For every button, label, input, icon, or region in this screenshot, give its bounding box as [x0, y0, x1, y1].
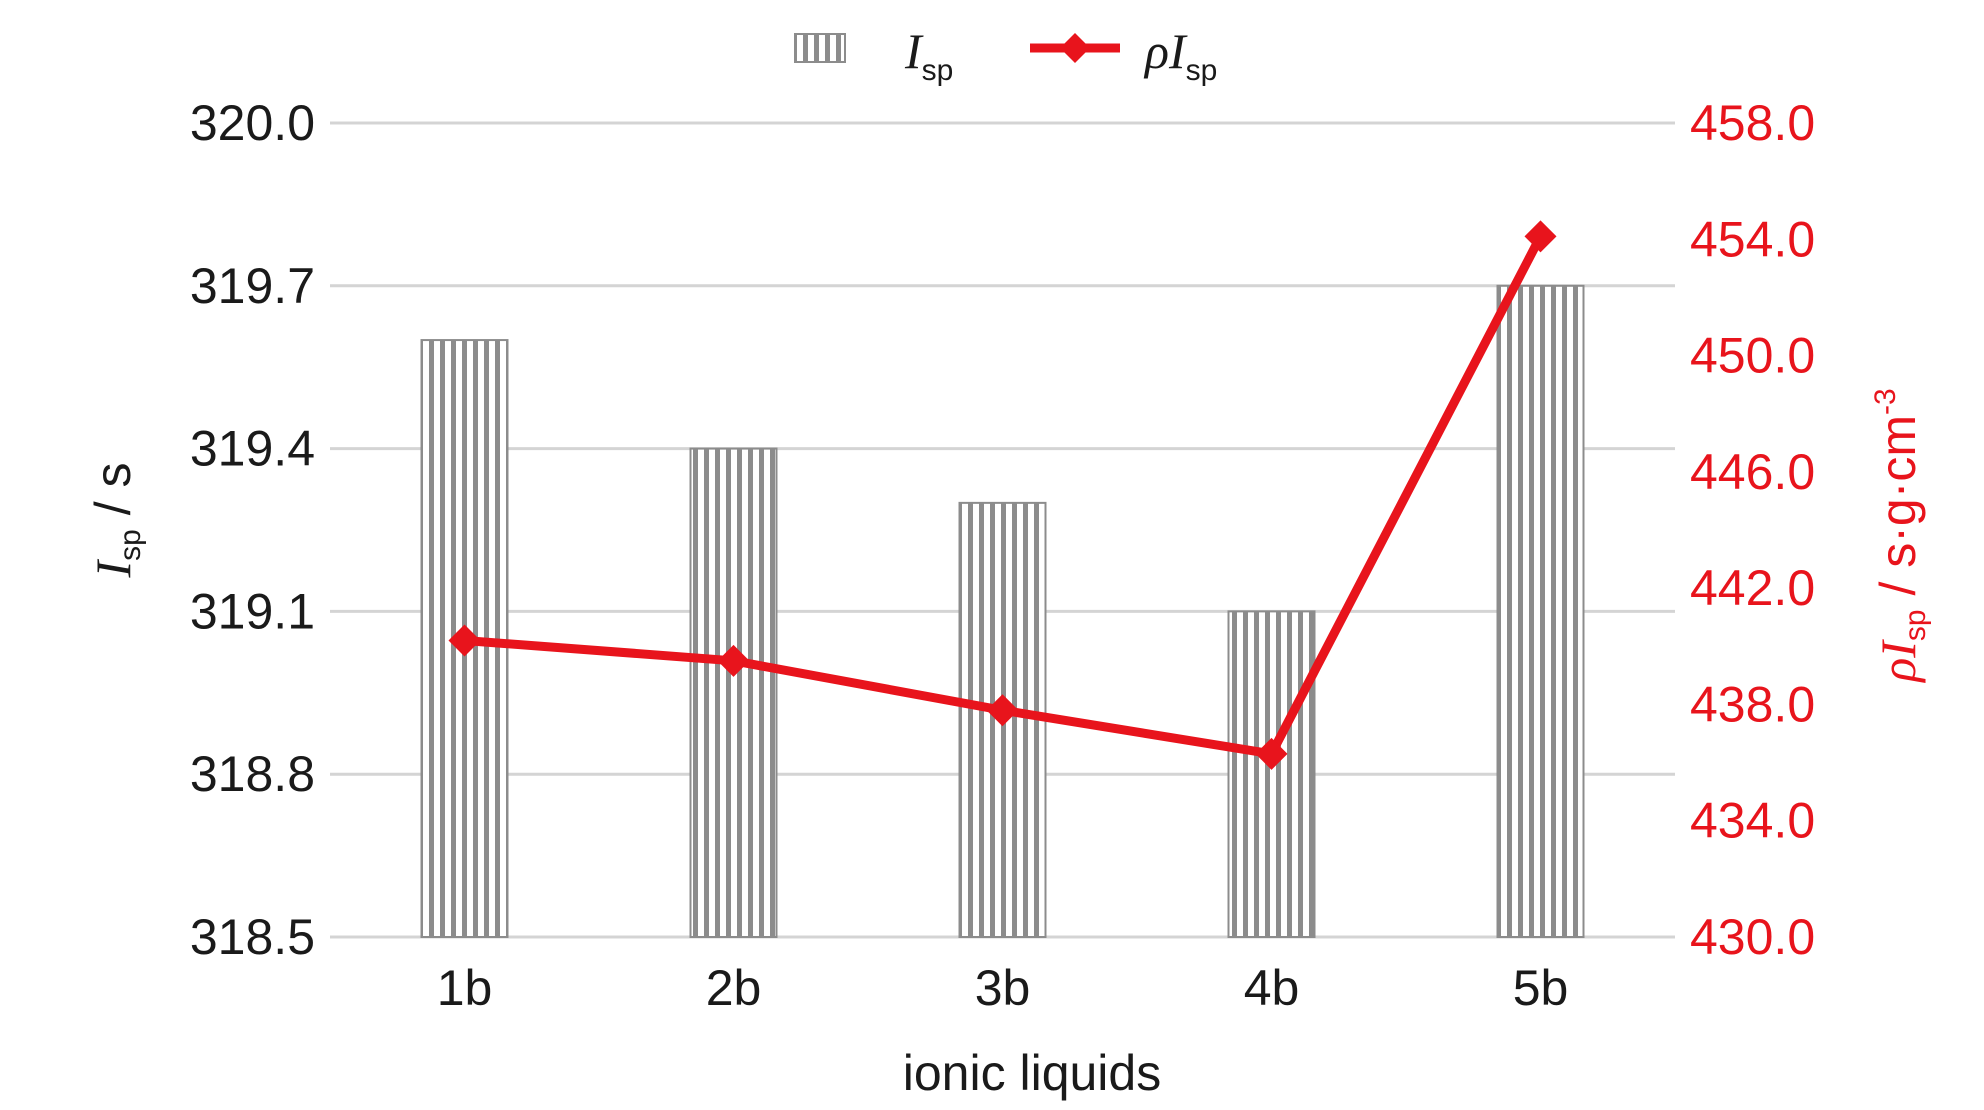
x-tick-label: 3b [975, 960, 1031, 1016]
y-right-tick-label: 438.0 [1690, 676, 1815, 732]
y-right-axis-title: ρIsp / s·g·cm-3 [1869, 388, 1932, 683]
left-axis-ticks: 318.5 318.8 319.1 319.4 319.7 320.0 [190, 95, 315, 965]
y-left-tick-label: 319.4 [190, 421, 315, 477]
right-axis-ticks: 430.0 434.0 438.0 442.0 446.0 450.0 454.0 458.0 [1690, 95, 1815, 965]
bar [1496, 284, 1585, 938]
y-left-tick-label: 320.0 [190, 95, 315, 151]
x-tick-label: 2b [706, 960, 762, 1016]
x-tick-label: 4b [1244, 960, 1300, 1016]
legend-bar-label: Isp [904, 23, 953, 87]
y-left-axis-title: Isp / s [85, 462, 147, 578]
legend: Isp ρIsp [794, 23, 1217, 87]
y-right-tick-label: 450.0 [1690, 328, 1815, 384]
y-right-tick-label: 458.0 [1690, 95, 1815, 151]
bar-series [420, 284, 1585, 939]
x-axis-title: ionic liquids [903, 1045, 1161, 1101]
line-point [1255, 737, 1288, 770]
line-point [986, 694, 1019, 727]
x-axis-ticks: 1b 2b 3b 4b 5b [437, 960, 1569, 1016]
bar [689, 447, 778, 938]
legend-line-marker [1060, 33, 1090, 63]
y-right-tick-label: 446.0 [1690, 444, 1815, 500]
y-right-tick-label: 434.0 [1690, 793, 1815, 849]
legend-bar-swatch [794, 33, 846, 63]
y-left-tick-label: 319.1 [190, 583, 315, 639]
y-right-tick-label: 442.0 [1690, 560, 1815, 616]
y-right-tick-label: 454.0 [1690, 211, 1815, 267]
y-right-tick-label: 430.0 [1690, 909, 1815, 965]
y-left-tick-label: 318.8 [190, 746, 315, 802]
bar [1227, 610, 1316, 939]
y-left-tick-label: 319.7 [190, 258, 315, 314]
legend-line-label: ρIsp [1143, 23, 1217, 87]
x-tick-label: 5b [1513, 960, 1569, 1016]
y-left-tick-label: 318.5 [190, 909, 315, 965]
line-point [448, 624, 481, 657]
line-point [717, 644, 750, 677]
x-tick-label: 1b [437, 960, 493, 1016]
line-series [448, 220, 1557, 770]
line-point [1524, 220, 1557, 253]
